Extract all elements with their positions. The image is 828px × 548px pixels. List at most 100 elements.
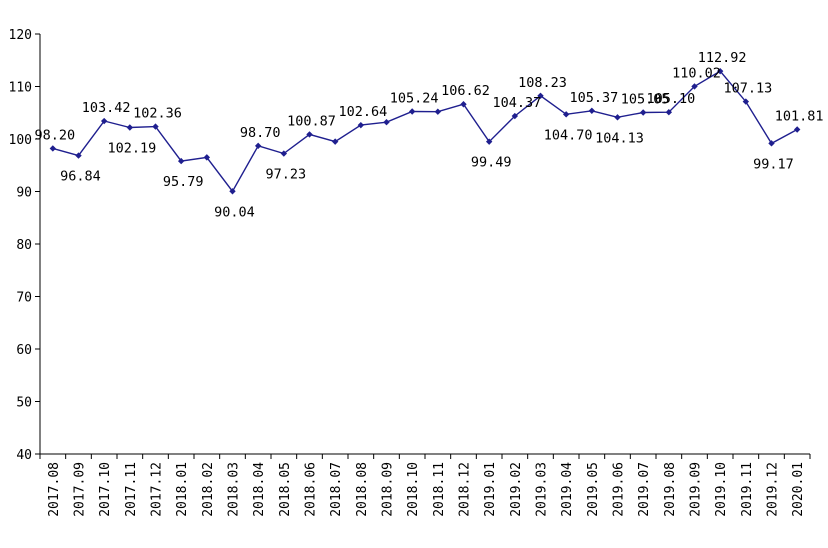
data-label: 102.36: [133, 106, 182, 122]
data-label: 96.84: [60, 169, 101, 185]
x-tick-label: 2018.10: [406, 462, 421, 517]
data-point: [383, 119, 390, 126]
data-label: 105.37: [569, 90, 618, 106]
data-labels: 98.20 96.84 103.42 102.19 102.36 95.79 90.04 98…: [35, 50, 824, 220]
data-point: [742, 98, 750, 105]
data-point: [203, 154, 211, 161]
data-label: 107.13: [723, 81, 772, 97]
x-tick-label: 2020.01: [791, 462, 806, 517]
x-tick-label: 2018.08: [355, 462, 370, 517]
data-label: 105.24: [390, 90, 439, 106]
data-point: [254, 142, 262, 150]
data-label: 102.64: [338, 104, 387, 120]
x-tick-label: 2018.04: [252, 462, 267, 517]
y-tick-label: 90: [16, 186, 32, 201]
data-point: [511, 112, 519, 120]
data-point: [716, 67, 724, 75]
y-tick-label: 50: [16, 396, 32, 411]
data-point: [460, 101, 467, 108]
y-tick-label: 70: [16, 291, 32, 306]
data-point: [588, 107, 596, 115]
x-tick-label: 2018.03: [227, 462, 242, 517]
data-point: [537, 92, 544, 99]
data-point: [75, 152, 82, 159]
x-tick-label: 2019.08: [663, 462, 678, 517]
data-point: [485, 138, 493, 145]
data-label: 101.81: [775, 108, 824, 124]
x-tick-label: 2019.02: [509, 462, 524, 517]
x-tick-label: 2017.10: [98, 462, 113, 517]
x-tick-label: 2019.03: [535, 462, 550, 517]
x-tick-label: 2018.02: [201, 462, 216, 517]
data-label: 95.79: [163, 174, 204, 190]
data-markers: [49, 67, 801, 195]
data-point: [280, 150, 288, 157]
x-tick-label: 2017.08: [47, 462, 62, 517]
data-point: [49, 145, 57, 152]
data-label: 97.23: [266, 167, 307, 183]
x-tick-label: 2019.09: [689, 462, 704, 517]
x-tick-label: 2018.12: [458, 462, 473, 517]
data-point: [357, 121, 365, 129]
data-point: [562, 111, 570, 118]
data-label: 103.42: [82, 100, 131, 116]
data-label: 98.20: [35, 127, 76, 143]
x-tick-label: 2019.04: [560, 462, 575, 517]
x-tick-label: 2019.10: [714, 462, 729, 517]
data-point: [691, 83, 698, 90]
x-tick-label: 2019.05: [586, 462, 601, 517]
data-label: 105.05: [621, 91, 670, 107]
x-tick-label: 2019.12: [766, 462, 781, 517]
data-label: 98.70: [240, 125, 281, 141]
data-label: 112.92: [698, 50, 747, 66]
data-point: [177, 157, 185, 165]
data-point: [639, 109, 647, 116]
x-tick-label: 2018.06: [304, 462, 319, 517]
x-tick-label: 2019.11: [740, 462, 755, 517]
data-label: 108.23: [518, 75, 567, 91]
data-label: 105.10: [646, 91, 695, 107]
data-label: 104.70: [544, 127, 593, 143]
y-tick-label: 100: [9, 133, 32, 148]
y-tick-label: 60: [16, 343, 32, 358]
data-label: 102.19: [107, 141, 156, 157]
y-tick-label: 110: [9, 81, 32, 96]
data-point: [408, 108, 416, 115]
data-label: 110.02: [672, 65, 721, 81]
x-tick-label: 2018.11: [432, 462, 447, 517]
x-tick-label: 2018.01: [175, 462, 190, 517]
data-point: [665, 109, 673, 116]
data-point: [126, 124, 134, 131]
data-label: 99.17: [753, 156, 794, 172]
data-point: [306, 131, 313, 138]
data-label: 90.04: [214, 204, 255, 220]
x-tick-label: 2018.09: [381, 462, 396, 517]
data-point: [793, 126, 801, 133]
y-tick-label: 40: [16, 448, 32, 463]
x-tick-label: 2017.09: [73, 462, 88, 517]
data-point: [331, 138, 339, 145]
y-tick-label: 120: [9, 28, 32, 43]
data-label: 100.87: [287, 113, 336, 129]
data-label: 104.37: [492, 95, 541, 111]
data-point: [100, 117, 108, 125]
x-tick-label: 2017.11: [124, 462, 139, 517]
series-line: [52, 70, 798, 193]
data-label: 104.13: [595, 130, 644, 146]
x-tick-label: 2019.07: [637, 462, 652, 517]
x-tick-label: 2017.12: [150, 462, 165, 517]
y-tick-label: 80: [16, 238, 32, 253]
x-tick-label: 2019.06: [612, 462, 627, 517]
x-tick-label: 2018.05: [278, 462, 293, 517]
x-tick-label: 2018.07: [329, 462, 344, 517]
data-point: [152, 123, 159, 130]
tick-labels: 40 50 60 70 80 90 100 110 120 2017.08 2017.09 2017.…: [9, 28, 807, 517]
data-label: 99.49: [471, 155, 512, 171]
data-point: [768, 140, 775, 147]
x-tick-label: 2019.01: [483, 462, 498, 517]
data-point: [614, 114, 621, 121]
data-point: [434, 108, 442, 115]
axes: [35, 33, 811, 459]
data-label: 106.62: [441, 83, 490, 99]
